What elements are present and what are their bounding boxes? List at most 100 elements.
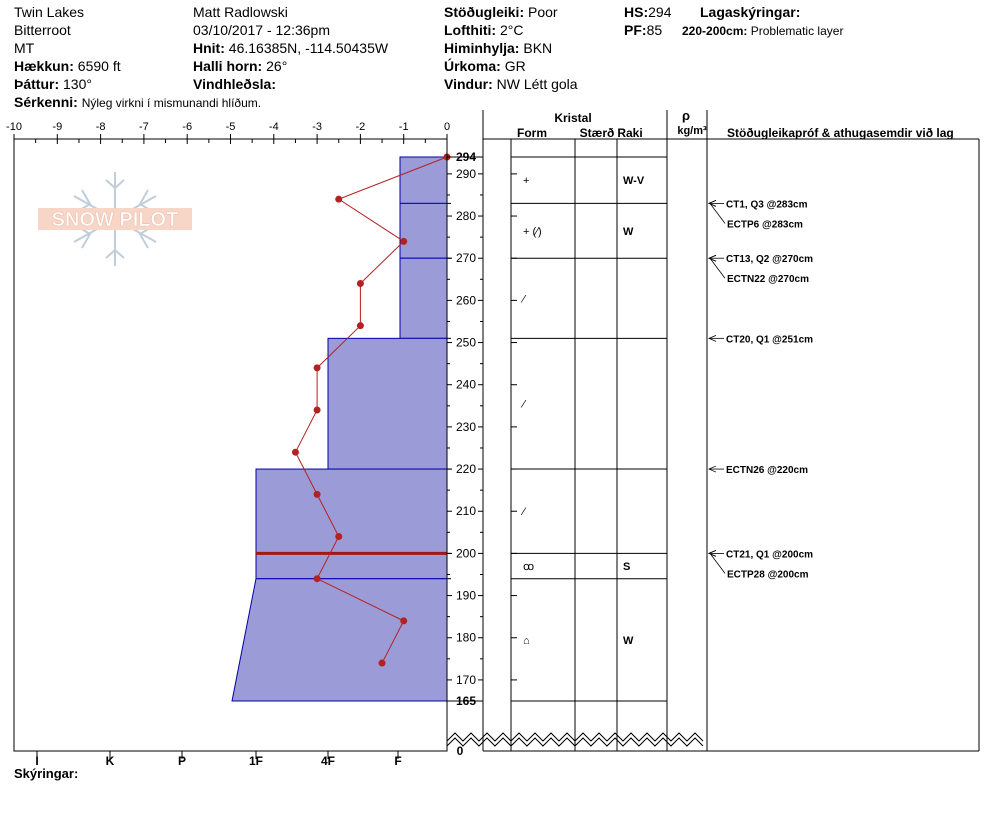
coords-row: Hnit: 46.16385N, -114.50435W bbox=[193, 40, 388, 56]
hardness-profile bbox=[231, 156, 448, 702]
moisture-value: W bbox=[623, 226, 634, 238]
moisture-value: W-V bbox=[623, 175, 645, 187]
temperature-point bbox=[400, 237, 408, 245]
hardness-layer bbox=[255, 468, 448, 554]
stability-test-label: ECTP6 @283cm bbox=[727, 219, 803, 230]
crystal-form-symbol: ⌂ bbox=[523, 635, 530, 647]
test-pointer-line bbox=[709, 553, 726, 574]
snowpilot-logo: SNOW PILOT bbox=[38, 172, 192, 266]
form-header: Form bbox=[517, 126, 547, 140]
depth-tick-label: 240 bbox=[456, 378, 476, 392]
depth-tick-label: 230 bbox=[456, 420, 476, 434]
depth-tick-label: 210 bbox=[456, 504, 476, 518]
precip-value: GR bbox=[504, 58, 526, 74]
moisture-header: Raki bbox=[617, 126, 642, 140]
crystal-form-symbol: ⁄ bbox=[520, 399, 527, 411]
depth-tick-label: 170 bbox=[456, 673, 476, 687]
layer-note-text: Problematic layer bbox=[750, 24, 844, 38]
temp-tick-label: -4 bbox=[269, 121, 279, 133]
hs-row: HS:294 bbox=[624, 4, 671, 20]
aspect-row: Þáttur: 130° bbox=[14, 76, 92, 92]
crystal-form-symbol: ꝏ bbox=[523, 561, 534, 573]
temperature-point bbox=[356, 280, 364, 288]
wind-loading-row: Vindhleðsla: bbox=[193, 76, 276, 92]
temp-tick-label: -1 bbox=[399, 121, 409, 133]
hardness-tick-label: F bbox=[394, 754, 401, 768]
pf-label: PF: bbox=[624, 22, 647, 38]
depth-tick-label: 270 bbox=[456, 251, 476, 265]
legend-label: Skýringar: bbox=[14, 766, 78, 781]
wind-value: NW Létt gola bbox=[496, 76, 578, 92]
hardness-tick-label: P bbox=[178, 754, 186, 768]
stability-label: Stöðugleiki: bbox=[444, 4, 525, 20]
hardness-axis: I K P 1F 4F F bbox=[35, 751, 402, 768]
temperature-point bbox=[313, 406, 321, 414]
crystal-form-symbol: + bbox=[523, 175, 529, 187]
test-pointer-arrow bbox=[707, 465, 717, 473]
depth-tick-label: 250 bbox=[456, 336, 476, 350]
temperature-point bbox=[335, 533, 343, 541]
features-value: Nýleg virkni í mismunandi hlíðum. bbox=[81, 96, 262, 110]
layer-note-range: 220-200cm: bbox=[682, 24, 748, 38]
air-temp-value: 2°C bbox=[499, 22, 524, 38]
features-label: Sérkenni: bbox=[14, 94, 78, 110]
region-name: Bitterroot bbox=[14, 22, 71, 38]
hardness-layer bbox=[231, 578, 448, 702]
temperature-point bbox=[291, 448, 299, 456]
observation-datetime: 03/10/2017 - 12:36pm bbox=[193, 22, 330, 38]
elevation-value: 6590 ft bbox=[77, 58, 121, 74]
temperature-point bbox=[356, 322, 364, 330]
location-name: Twin Lakes bbox=[14, 4, 85, 20]
rho-header: ρ bbox=[682, 108, 690, 123]
temperature-point bbox=[313, 490, 321, 498]
tests-header: Stöðugleikapróf & athugasemdir við lag bbox=[727, 126, 954, 140]
depth-axis: 1701801902002102202302402502602702802902… bbox=[446, 110, 704, 758]
temperature-point bbox=[313, 575, 321, 583]
temp-tick-label: -6 bbox=[182, 121, 192, 133]
temp-tick-label: -8 bbox=[96, 121, 106, 133]
test-pointer-arrow bbox=[707, 254, 717, 262]
depth-ground-label: 0 bbox=[457, 744, 464, 758]
temperature-point bbox=[313, 364, 321, 372]
depth-tick-label: 280 bbox=[456, 209, 476, 223]
test-pointer-line bbox=[709, 203, 726, 224]
observer-name: Matt Radlowski bbox=[193, 4, 288, 20]
sky-value: BKN bbox=[523, 40, 553, 56]
hs-label: HS: bbox=[624, 4, 649, 20]
hardness-layer bbox=[255, 552, 448, 580]
temperature-point bbox=[400, 617, 408, 625]
sky-label: Himinhylja: bbox=[444, 40, 520, 56]
hs-value: 294 bbox=[648, 4, 672, 20]
stability-test-label: CT1, Q3 @283cm bbox=[726, 199, 808, 210]
crystal-header: Kristal bbox=[554, 111, 591, 125]
temp-tick-label: -10 bbox=[6, 121, 22, 133]
depth-tick-label: 220 bbox=[456, 462, 476, 476]
hardness-layer bbox=[399, 257, 448, 339]
slope-row: Halli horn: 26° bbox=[193, 58, 287, 74]
depth-tick-label: 260 bbox=[456, 293, 476, 307]
depth-tick-label: 180 bbox=[456, 631, 476, 645]
crystal-form-symbol: ⁄ bbox=[520, 293, 527, 305]
moisture-value: W bbox=[623, 635, 634, 647]
moisture-value: S bbox=[623, 561, 630, 573]
layer-table: Kristal Form Stærð Raki ρ kg/m³ Stöðugle… bbox=[483, 108, 980, 752]
depth-tick-label: 190 bbox=[456, 589, 476, 603]
density-unit-header: kg/m³ bbox=[677, 125, 707, 137]
stability-test-label: CT21, Q1 @200cm bbox=[726, 549, 813, 560]
hardness-tick-label: I bbox=[35, 754, 38, 768]
temperature-point bbox=[378, 659, 386, 667]
test-pointer-arrow bbox=[707, 200, 717, 207]
coords-value: 46.16385N, -114.50435W bbox=[228, 40, 389, 56]
elevation-label: Hækkun: bbox=[14, 58, 74, 74]
precip-row: Úrkoma: GR bbox=[444, 58, 526, 74]
temperature-point bbox=[335, 195, 343, 203]
wind-label: Vindur: bbox=[444, 76, 493, 92]
hardness-tick-label: K bbox=[106, 754, 115, 768]
elevation-row: Hækkun: 6590 ft bbox=[14, 58, 121, 74]
stability-row: Stöðugleiki: Poor bbox=[444, 4, 558, 20]
stability-test-label: ECTP28 @200cm bbox=[727, 569, 809, 580]
depth-tick-label: 200 bbox=[456, 546, 476, 560]
features-row: Sérkenni: Nýleg virkni í mismunandi hlíð… bbox=[14, 94, 261, 111]
temperature-profile bbox=[291, 153, 451, 667]
